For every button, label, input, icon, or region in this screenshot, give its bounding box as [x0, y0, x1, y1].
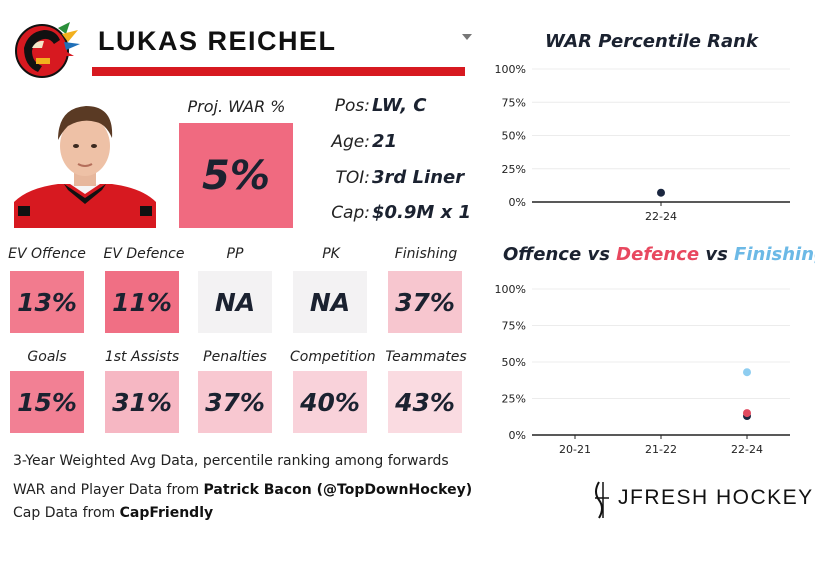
ev-offence-value: 13%	[10, 271, 84, 333]
proj-war-value: 5%	[179, 123, 293, 228]
ev-offence-label: EV Offence	[8, 246, 86, 262]
footer-war-prefix: WAR and Player Data from	[13, 482, 204, 498]
cap-label: Cap:	[331, 203, 370, 223]
footer-cap-source: Cap Data from CapFriendly	[13, 505, 213, 521]
x-tick-label: 20-21	[559, 443, 591, 456]
first-assists-label: 1st Assists	[104, 349, 180, 365]
data-point	[743, 368, 751, 377]
age-label: Age:	[331, 132, 370, 152]
ev-defence-label: EV Defence	[103, 246, 185, 262]
chart-title-vs-2: vs	[699, 244, 735, 265]
footer-cap-prefix: Cap Data from	[13, 505, 120, 521]
war-chart-title: WAR Percentile Rank	[545, 31, 758, 52]
ev-defence-value: 11%	[105, 271, 179, 333]
chart-title-finishing: Finishing	[734, 244, 815, 265]
off-def-fin-chart: 100% 75% 50% 25% 0% 20-21 21-22 22-24	[495, 283, 790, 456]
footer-cap-source-name: CapFriendly	[119, 505, 214, 521]
toi-label: TOI:	[335, 168, 370, 188]
penalties-value: 37%	[198, 371, 272, 433]
y-tick-label: 25%	[502, 393, 526, 406]
off-def-fin-chart-title: Offence vs Defence vs Finishing	[503, 244, 815, 265]
y-tick-label: 75%	[502, 320, 526, 333]
proj-war-label: Proj. WAR %	[187, 97, 286, 116]
competition-label: Competition	[290, 349, 376, 365]
y-tick-label: 100%	[495, 283, 526, 296]
x-tick-label: 21-22	[645, 443, 677, 456]
teammates-label: Teammates	[385, 349, 467, 365]
first-assists-value: 31%	[105, 371, 179, 433]
pk-label: PK	[322, 246, 340, 262]
brand-name: JFRESH HOCKEY	[618, 486, 814, 509]
toi-value: 3rd Liner	[372, 167, 465, 188]
team-logo	[15, 22, 80, 78]
data-point	[657, 188, 665, 197]
pp-label: PP	[226, 246, 244, 262]
data-point	[743, 409, 751, 418]
x-tick-label: 22-24	[645, 210, 677, 223]
chart-title-defence: Defence	[616, 244, 700, 265]
x-tick-label: 22-24	[731, 443, 763, 456]
teammates-value: 43%	[388, 371, 462, 433]
war-percentile-chart: 100% 75% 50% 25% 0% 22-24	[495, 63, 790, 223]
footer-war-source-name: Patrick Bacon (@TopDownHockey)	[203, 482, 473, 498]
goals-value: 15%	[10, 371, 84, 433]
competition-value: 40%	[293, 371, 367, 433]
team-color-bar	[92, 67, 465, 76]
pos-value: LW, C	[372, 95, 427, 116]
finishing-value: 37%	[388, 271, 462, 333]
footer-war-source: WAR and Player Data from Patrick Bacon (…	[13, 482, 472, 498]
y-tick-label: 0%	[509, 429, 526, 442]
penalties-label: Penalties	[203, 349, 267, 365]
pk-value: NA	[293, 271, 367, 333]
pos-label: Pos:	[334, 96, 370, 116]
player-select-chevron-down-icon[interactable]	[462, 34, 472, 40]
y-tick-label: 25%	[502, 163, 526, 176]
y-tick-label: 0%	[509, 196, 526, 209]
y-tick-label: 50%	[502, 130, 526, 143]
y-tick-label: 50%	[502, 356, 526, 369]
y-tick-label: 100%	[495, 63, 526, 76]
player-photo	[14, 94, 156, 228]
pp-value: NA	[198, 271, 272, 333]
footer-note: 3-Year Weighted Avg Data, percentile ran…	[13, 453, 449, 469]
chart-title-vs-1: vs	[581, 244, 617, 265]
player-name: LUKAS REICHEL	[98, 26, 337, 56]
chart-title-offence: Offence	[503, 244, 582, 265]
goals-label: Goals	[27, 349, 67, 365]
y-tick-label: 75%	[502, 96, 526, 109]
finishing-label: Finishing	[394, 246, 458, 262]
cap-value: $0.9M x 1	[372, 202, 471, 223]
age-value: 21	[372, 131, 398, 152]
brand-logo	[595, 481, 609, 519]
